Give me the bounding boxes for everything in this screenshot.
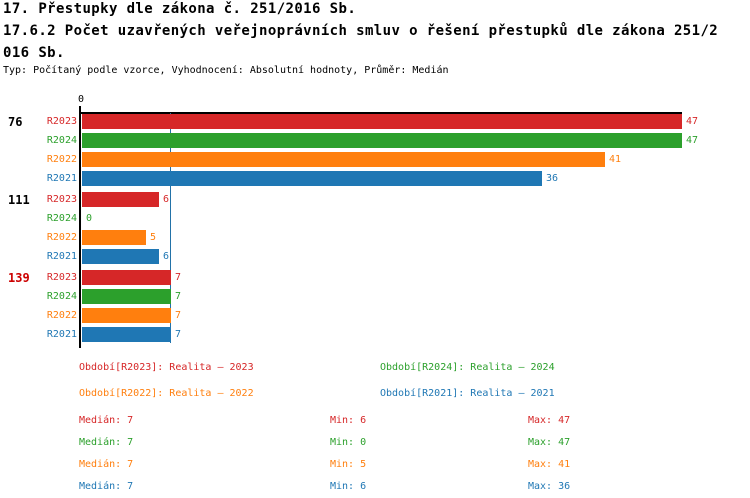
bar-value-label: 47 xyxy=(686,116,699,127)
bar xyxy=(82,114,682,129)
stat-median: Medián: 7 xyxy=(79,459,134,470)
chart: 76 R2023 47 R2024 47 R2022 41 R2021 36 111 R2023 6 R… xyxy=(0,114,750,342)
x-axis-zero-tick-label: 0 xyxy=(77,94,85,105)
bar xyxy=(82,192,159,207)
bar xyxy=(82,327,171,342)
stat-max: Max: 47 xyxy=(528,437,571,448)
series-label: R2021 xyxy=(46,173,77,184)
bar xyxy=(82,152,605,167)
stat-median: Medián: 7 xyxy=(79,437,134,448)
series-label: R2022 xyxy=(46,232,77,243)
bar-value-label: 7 xyxy=(175,272,182,283)
series-label: R2024 xyxy=(46,291,77,302)
bar xyxy=(82,249,159,264)
bar-value-label: 5 xyxy=(150,232,157,243)
legend-item: Období[R2021]: Realita – 2021 xyxy=(380,388,555,399)
median-reference-line xyxy=(170,113,171,343)
page-title-line3: 016 Sb. xyxy=(3,45,65,61)
bar-value-label: 0 xyxy=(86,213,93,224)
bar-value-label: 7 xyxy=(175,329,182,340)
stat-max: Max: 41 xyxy=(528,459,571,470)
bar-value-label: 6 xyxy=(163,194,170,205)
series-label: R2024 xyxy=(46,135,77,146)
series-label: R2023 xyxy=(46,272,77,283)
bar-value-label: 6 xyxy=(163,251,170,262)
stat-min: Min: 5 xyxy=(330,459,367,470)
bar-value-label: 47 xyxy=(686,135,699,146)
bar xyxy=(82,230,146,245)
x-axis-line xyxy=(80,112,682,114)
bar xyxy=(82,270,171,285)
stat-min: Min: 6 xyxy=(330,481,367,492)
legend-item: Období[R2022]: Realita – 2022 xyxy=(79,388,254,399)
page-title-line2: 17.6.2 Počet uzavřených veřejnoprávních … xyxy=(3,23,719,39)
stat-median: Medián: 7 xyxy=(79,415,134,426)
series-label: R2023 xyxy=(46,116,77,127)
group-axis-label: 111 xyxy=(8,193,30,207)
page-title-line1: 17. Přestupky dle zákona č. 251/2016 Sb. xyxy=(3,1,357,17)
bar-value-label: 41 xyxy=(609,154,622,165)
group-axis-label: 139 xyxy=(8,271,30,285)
legend-item: Období[R2024]: Realita – 2024 xyxy=(380,362,555,373)
legend-item: Období[R2023]: Realita – 2023 xyxy=(79,362,254,373)
bar-value-label: 7 xyxy=(175,310,182,321)
series-label: R2022 xyxy=(46,154,77,165)
bar xyxy=(82,133,682,148)
stat-min: Min: 0 xyxy=(330,437,367,448)
bar-value-label: 36 xyxy=(546,173,559,184)
group-axis-label: 76 xyxy=(8,115,23,129)
series-label: R2021 xyxy=(46,251,77,262)
series-label: R2024 xyxy=(46,213,77,224)
series-label: R2022 xyxy=(46,310,77,321)
bar xyxy=(82,289,171,304)
bar xyxy=(82,171,542,186)
chart-subtitle: Typ: Počítaný podle vzorce, Vyhodnocení:… xyxy=(3,65,449,76)
series-label: R2023 xyxy=(46,194,77,205)
stat-min: Min: 6 xyxy=(330,415,367,426)
series-label: R2021 xyxy=(46,329,77,340)
bar-value-label: 7 xyxy=(175,291,182,302)
y-axis-line xyxy=(79,106,81,348)
stat-max: Max: 36 xyxy=(528,481,571,492)
bar xyxy=(82,308,171,323)
stat-max: Max: 47 xyxy=(528,415,571,426)
stat-median: Medián: 7 xyxy=(79,481,134,492)
